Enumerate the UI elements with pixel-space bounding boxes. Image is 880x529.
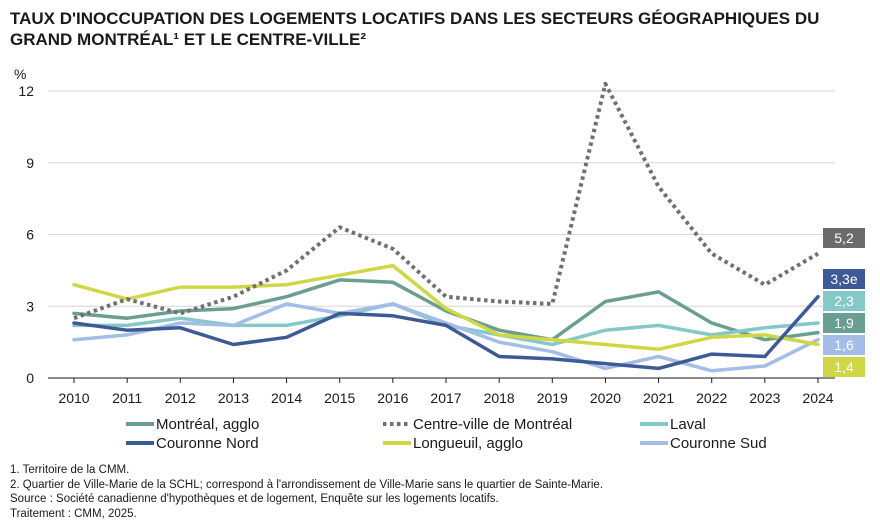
- x-tick-label-2010: 2010: [58, 390, 89, 406]
- x-tick-label-2020: 2020: [590, 390, 621, 406]
- x-tick-label-2014: 2014: [271, 390, 302, 406]
- end-label-longueuil-agglo: 1,4: [834, 359, 854, 375]
- end-label-bg-laval: [823, 291, 865, 311]
- series-line-longueuil-agglo: [72, 263, 820, 352]
- legend-label-couronne-nord: Couronne Nord: [156, 435, 259, 452]
- x-tick-label-2017: 2017: [430, 390, 461, 406]
- y-tick-label-3: 3: [26, 298, 34, 314]
- legend-label-laval: Laval: [670, 416, 706, 433]
- series-line-centre-ville-de-montreal: [73, 81, 820, 321]
- footnote-2: 2. Quartier de Ville-Marie de la SCHL; c…: [10, 478, 604, 491]
- x-tick-label-2024: 2024: [802, 390, 833, 406]
- chart-title-line-2: GRAND MONTRÉAL¹ ET LE CENTRE-VILLE²: [10, 30, 367, 49]
- end-label-centre-ville-de-montreal: 5,2: [834, 230, 854, 246]
- x-tick-label-2015: 2015: [324, 390, 355, 406]
- end-label-montreal-agglo: 1,9: [834, 315, 854, 331]
- y-tick-label-0: 0: [26, 370, 34, 386]
- x-tick-label-2018: 2018: [484, 390, 515, 406]
- x-tick-label-2022: 2022: [696, 390, 727, 406]
- legend-label-longueuil-agglo: Longueuil, agglo: [413, 435, 523, 452]
- end-label-bg-couronne-nord: [823, 269, 865, 289]
- end-label-bg-longueuil-agglo: [823, 357, 865, 377]
- y-tick-label-12: 12: [18, 83, 34, 99]
- y-tick-label-9: 9: [26, 155, 34, 171]
- series-line-montreal-agglo: [72, 278, 820, 342]
- x-tick-label-2012: 2012: [165, 390, 196, 406]
- x-tick-label-2019: 2019: [537, 390, 568, 406]
- end-label-couronne-nord: 3,3e: [830, 271, 857, 287]
- legend-label-montreal-agglo: Montréal, agglo: [156, 416, 259, 433]
- x-tick-label-2023: 2023: [749, 390, 780, 406]
- series-line-couronne-nord: [72, 294, 820, 371]
- footnotes: 1. Territoire de la CMM. 2. Quartier de …: [10, 463, 870, 521]
- x-tick-label-2013: 2013: [218, 390, 249, 406]
- footnote-1: 1. Territoire de la CMM.: [10, 464, 130, 476]
- chart-title-line-1: TAUX D'INOCCUPATION DES LOGEMENTS LOCATI…: [10, 9, 820, 28]
- source-note: Source : Société canadienne d'hypothèque…: [10, 493, 499, 505]
- end-label-bg-centre-ville-de-montreal: [823, 228, 865, 248]
- x-tick-label-2021: 2021: [643, 390, 674, 406]
- x-tick-label-2011: 2011: [112, 390, 142, 406]
- end-label-laval: 2,3: [834, 293, 854, 309]
- legend-label-centre-ville-de-montreal: Centre-ville de Montréal: [413, 416, 572, 433]
- end-label-couronne-sud: 1,6: [834, 337, 854, 353]
- end-label-bg-montreal-agglo: [823, 313, 865, 333]
- series-line-couronne-sud: [72, 302, 820, 373]
- chart-title: TAUX D'INOCCUPATION DES LOGEMENTS LOCATI…: [10, 8, 870, 50]
- y-tick-label-6: 6: [26, 227, 34, 243]
- processing-note: Traitement : CMM, 2025.: [10, 507, 137, 520]
- y-axis-unit-label: %: [14, 66, 26, 82]
- x-tick-label-2016: 2016: [377, 390, 408, 406]
- legend-label-couronne-sud: Couronne Sud: [670, 435, 767, 452]
- end-label-bg-couronne-sud: [823, 335, 865, 355]
